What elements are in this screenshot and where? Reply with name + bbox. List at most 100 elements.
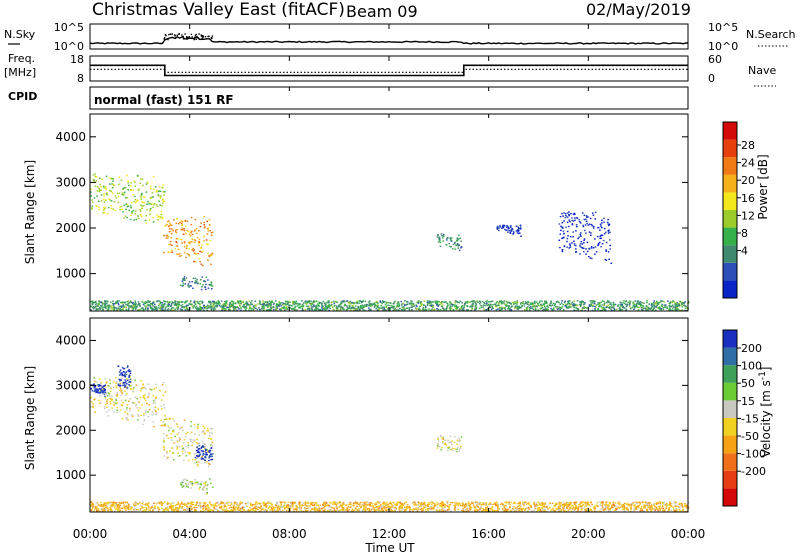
data-cell [269,309,271,311]
data-cell [565,226,567,228]
data-cell [169,243,171,245]
data-cell [157,190,159,193]
data-cell [566,240,568,243]
data-cell [195,449,198,452]
data-cell [201,251,203,253]
data-cell [116,309,118,311]
data-cell [156,205,159,208]
data-cell [140,201,143,203]
data-cell [201,286,203,288]
data-cell [482,306,484,308]
data-cell [559,215,562,218]
data-cell [342,301,344,303]
data-cell [358,300,361,302]
data-cell [338,501,340,504]
data-cell [90,401,93,403]
data-cell [546,305,548,307]
data-cell [241,301,243,303]
data-cell [150,187,152,190]
data-cell [193,300,196,302]
data-cell [161,187,164,189]
data-cell [584,224,587,226]
data-cell [296,509,298,511]
nsearch-dot [197,37,199,39]
data-cell [210,234,213,236]
data-cell [449,305,452,308]
data-cell [275,300,277,302]
data-cell [194,462,196,464]
data-cell [456,307,459,310]
data-cell [176,507,179,509]
data-cell [161,308,163,310]
data-cell [185,306,188,308]
data-cell [457,301,459,304]
data-cell [457,508,460,511]
data-cell [195,305,198,308]
data-cell [685,305,687,307]
data-cell [163,194,165,196]
data-cell [415,508,417,510]
data-cell [183,276,186,278]
data-cell [513,506,516,508]
data-cell [128,376,130,378]
data-cell [97,388,99,390]
data-cell [517,232,520,235]
data-cell [164,423,166,425]
data-cell [640,304,642,306]
data-cell [122,308,124,311]
data-cell [506,510,509,513]
data-cell [411,305,414,308]
data-cell [510,226,512,229]
data-cell [558,306,561,308]
data-cell [204,451,207,453]
data-cell [361,305,363,307]
data-cell [295,302,298,304]
data-cell [199,486,201,489]
data-cell [108,392,110,395]
data-cell [304,300,306,303]
data-cell [564,300,566,302]
data-cell [616,502,619,504]
data-cell [573,309,575,311]
data-cell [179,308,182,310]
data-cell [91,306,94,309]
data-cell [183,439,186,441]
data-cell [505,300,508,302]
data-cell [143,418,146,421]
data-cell [185,455,188,457]
data-cell [207,507,210,509]
data-cell [295,303,298,305]
data-cell [97,200,100,202]
data-cell [597,302,599,304]
nsearch-dot [164,38,166,41]
data-cell [201,276,203,278]
data-cell [197,483,200,485]
data-cell [416,300,419,303]
data-cell [303,507,306,509]
data-cell [393,305,395,308]
data-cell [515,225,518,227]
data-cell [345,504,348,506]
data-cell [171,251,174,253]
data-cell [506,304,508,306]
data-cell [151,303,153,306]
data-cell [105,193,108,195]
data-cell [392,307,395,309]
data-cell [177,425,179,428]
data-cell [304,308,307,311]
data-cell [313,304,315,306]
data-cell [139,305,141,307]
data-cell [148,202,151,204]
data-cell [337,305,340,308]
data-cell [190,439,193,441]
data-cell [141,502,143,505]
data-cell [191,240,193,243]
data-cell [590,223,593,226]
data-cell [526,302,528,304]
data-cell [578,236,580,238]
data-cell [124,306,127,308]
data-cell [97,305,99,307]
data-cell [588,256,590,258]
data-cell [680,304,683,307]
data-cell [100,186,102,188]
